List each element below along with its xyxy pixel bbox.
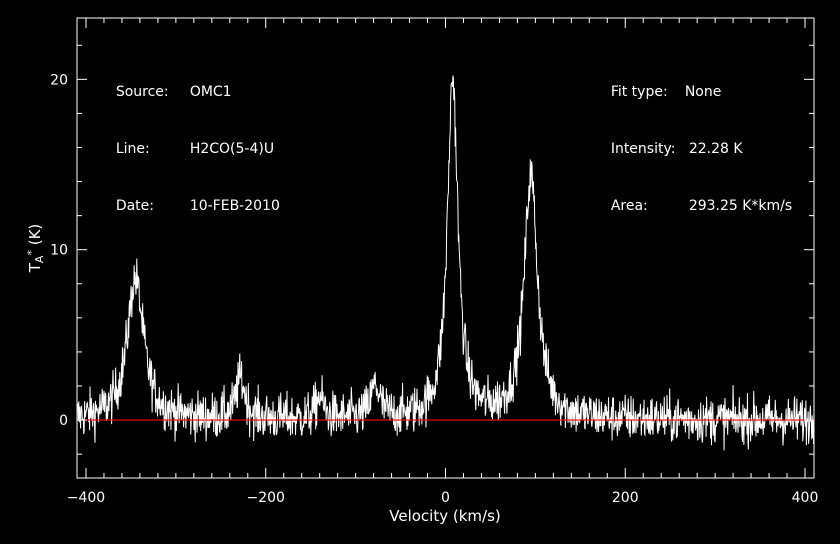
date-row: Date: 10-FEB-2010 xyxy=(98,182,280,214)
fit-type-key: Fit type: xyxy=(610,84,668,100)
date-value: 10-FEB-2010 xyxy=(189,198,280,214)
line-value: H2CO(5-4)U xyxy=(189,141,275,157)
axis-ticks: −400 −200 0 200 400 0 10 20 xyxy=(50,18,818,506)
fit-type-row: Fit type: None xyxy=(593,68,792,100)
x-axis-label: Velocity (km/s) xyxy=(389,507,500,525)
date-key: Date: xyxy=(115,198,154,214)
x-tick-label: −200 xyxy=(247,490,285,506)
spectrum-line xyxy=(76,75,815,451)
line-row: Line: H2CO(5-4)U xyxy=(98,125,280,157)
area-key: Area: xyxy=(610,198,648,214)
fit-type-value: None xyxy=(684,84,722,100)
x-tick-label: 200 xyxy=(612,490,639,506)
y-axis-label: TA* (K) xyxy=(25,224,46,274)
header-info-right: Fit type: None Intensity: 22.28 K Area: 293… xyxy=(593,36,792,223)
y-tick-label: 0 xyxy=(59,413,68,429)
x-tick-label: 400 xyxy=(792,490,819,506)
y-axis-label-group: TA* (K) xyxy=(25,224,46,274)
spectrum-group xyxy=(76,75,815,451)
x-tick-label: −400 xyxy=(67,490,105,506)
x-tick-label: 0 xyxy=(441,490,450,506)
intensity-row: Intensity: 22.28 K xyxy=(593,125,792,157)
intensity-value: 22.28 K xyxy=(688,141,743,157)
line-key: Line: xyxy=(115,141,150,157)
area-value: 293.25 K*km/s xyxy=(688,198,793,214)
source-value: OMC1 xyxy=(189,84,232,100)
header-info-left: Source: OMC1 Line: H2CO(5-4)U Date: 10-FEB-… xyxy=(98,36,280,223)
source-row: Source: OMC1 xyxy=(98,68,280,100)
source-key: Source: xyxy=(115,84,169,100)
intensity-key: Intensity: xyxy=(610,141,676,157)
y-tick-label: 10 xyxy=(50,243,68,259)
area-row: Area: 293.25 K*km/s xyxy=(593,182,792,214)
y-tick-label: 20 xyxy=(50,72,68,88)
